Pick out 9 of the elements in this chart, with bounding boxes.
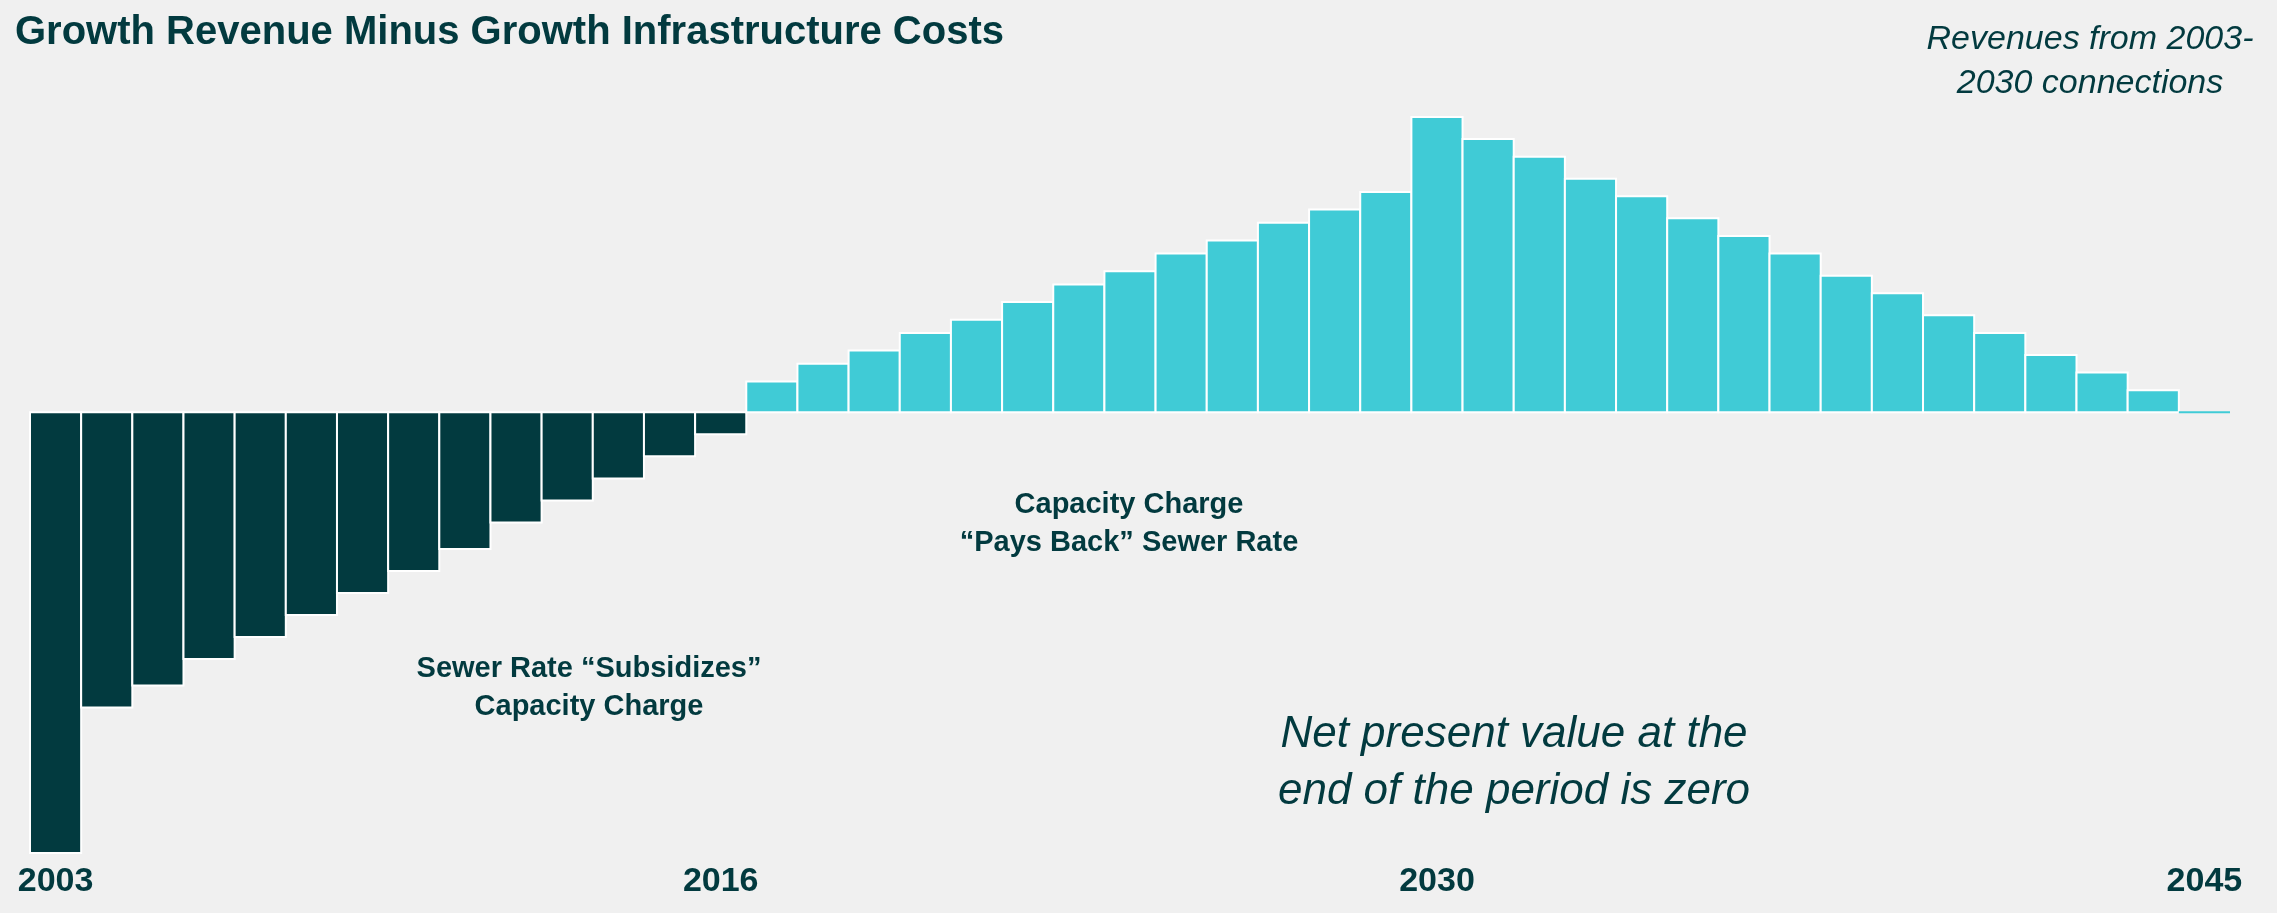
x-tick-label: 2045 (2166, 859, 2243, 898)
text: Revenues from 2003- 2030 connections (1926, 18, 2254, 101)
x-tick-label: 2016 (682, 859, 759, 898)
annotation: Capacity Charge “Pays Back” Sewer Rate (959, 487, 1299, 557)
x-tick-label: 2030 (1399, 859, 1475, 898)
annotation: Net present value at the end of the period is zero (1277, 707, 1751, 814)
chart-title: Growth Revenue Minus Growth Infrastructure Costs (15, 8, 1005, 52)
x-tick-label: 2003 (17, 859, 94, 898)
annotation: Sewer Rate “Subsidizes” Capacity Charge (416, 651, 762, 721)
